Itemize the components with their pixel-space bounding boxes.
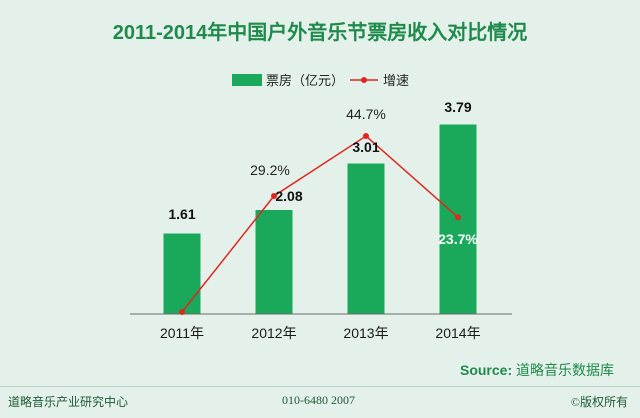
chart-title: 2011-2014年中国户外音乐节票房收入对比情况: [112, 22, 528, 44]
bars: [163, 124, 477, 314]
source-note: Source: 道略音乐数据库: [460, 360, 614, 380]
growth-label-4: 23.7%: [438, 231, 478, 247]
bar-value-label-3: 3.01: [352, 139, 379, 155]
growth-point-1: [179, 309, 185, 315]
legend-label-bar: 票房（亿元）: [266, 73, 344, 88]
growth-label-2: 29.2%: [250, 162, 290, 178]
legend-label-line: 增速: [383, 73, 409, 88]
legend-swatch-marker: [361, 77, 367, 83]
legend: 票房（亿元） 增速: [232, 73, 409, 88]
footer-copyright: ©版权所有: [570, 395, 628, 409]
growth-point-2: [271, 192, 277, 199]
legend-swatch-bar: [232, 74, 262, 86]
footer-phone: 010-6480 2007: [282, 393, 355, 407]
growth-polyline: [181, 135, 459, 313]
x-tick-label-1: 2011年: [160, 325, 204, 341]
bar-value-label-4: 3.79: [444, 99, 471, 115]
footer-org: 道略音乐产业研究中心: [8, 395, 129, 409]
bar-value-label-1: 1.61: [168, 206, 195, 222]
growth-point-4: [455, 214, 461, 221]
bar-1: [163, 233, 201, 314]
growth-line: [179, 133, 461, 315]
x-tick-label-3: 2013年: [343, 325, 388, 341]
x-tick-label-4: 2014年: [435, 325, 480, 341]
bar-value-label-2: 2.08: [275, 188, 302, 204]
growth-label-3: 44.7%: [346, 106, 386, 122]
bar-2: [255, 210, 293, 314]
x-ticks: 2011年 2012年 2013年 2014年: [160, 325, 481, 341]
growth-point-3: [363, 133, 369, 140]
bar-3: [347, 163, 385, 314]
source-label: Source:: [459, 362, 513, 378]
data-labels: 1.61 2.08 3.01 3.79 29.2% 44.7% 23.7%: [168, 99, 478, 247]
source-text: 道略音乐数据库: [516, 362, 614, 378]
footer: 道略音乐产业研究中心 010-6480 2007 ©版权所有: [0, 386, 640, 418]
x-tick-label-2: 2012年: [251, 325, 296, 341]
